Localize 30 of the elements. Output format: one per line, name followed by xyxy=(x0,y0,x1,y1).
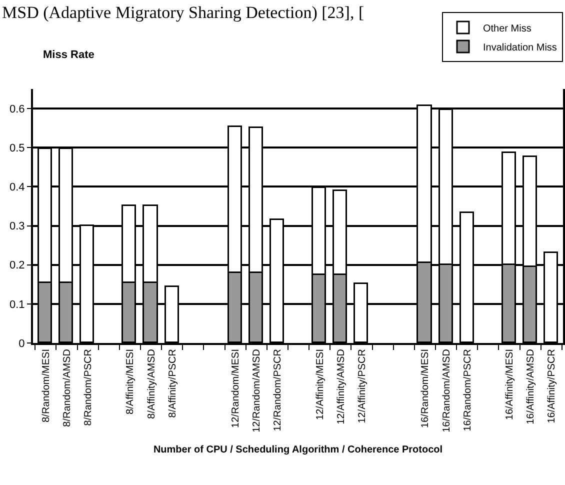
x-tick-label: 16/Affinity/MESI xyxy=(504,349,516,420)
y-axis-title: Miss Rate xyxy=(43,49,94,61)
x-tick-label: 12/Random/MESI xyxy=(230,349,242,428)
y-tick-label: 0 xyxy=(18,338,25,350)
x-tick-label: 12/Affinity/AMSD xyxy=(336,349,347,424)
text: MSD (Adaptive Migratory Sharing Detection) [23], [ xyxy=(2,3,364,22)
x-tick-label: 8/Affinity/AMSD xyxy=(146,349,158,419)
x-tick-label: 12/Affinity/MESI xyxy=(314,349,326,420)
y-tick-label: 0.5 xyxy=(10,142,25,154)
x-tick-label: 8/Affinity/PSCR xyxy=(167,349,178,418)
y-tick-label: 0.1 xyxy=(10,298,25,311)
x-tick-label: 12/Random/AMSD xyxy=(252,349,263,432)
x-tick-label: 8/Affinity/MESI xyxy=(125,349,136,414)
x-axis-title: Number of CPU / Scheduling Algorithm / Coherence Protocol xyxy=(153,444,443,456)
x-tick-label: 16/Affinity/AMSD xyxy=(526,349,537,424)
x-tick-label: 8/Random/PSCR xyxy=(83,349,94,426)
legend-label: Invalidation Miss xyxy=(483,42,557,54)
x-tick-label: 16/Random/MESI xyxy=(420,349,432,428)
y-tick-label: 0.4 xyxy=(10,182,25,194)
x-tick-label: 16/Random/PSCR xyxy=(462,349,474,432)
y-tick-label: 0.6 xyxy=(10,103,25,116)
legend-label: Other Miss xyxy=(483,23,532,34)
x-tick-label: 8/Random/AMSD xyxy=(62,349,73,427)
y-tick-label: 0.3 xyxy=(10,220,25,233)
x-tick-label: 16/Random/AMSD xyxy=(441,349,452,432)
x-tick-label: 12/Affinity/PSCR xyxy=(357,349,368,424)
y-tick-label: 0.2 xyxy=(10,260,25,272)
x-tick-label: 12/Random/PSCR xyxy=(272,349,284,432)
x-tick-label: 8/Random/MESI xyxy=(40,349,52,422)
x-tick-label: 16/Affinity/PSCR xyxy=(546,349,558,424)
